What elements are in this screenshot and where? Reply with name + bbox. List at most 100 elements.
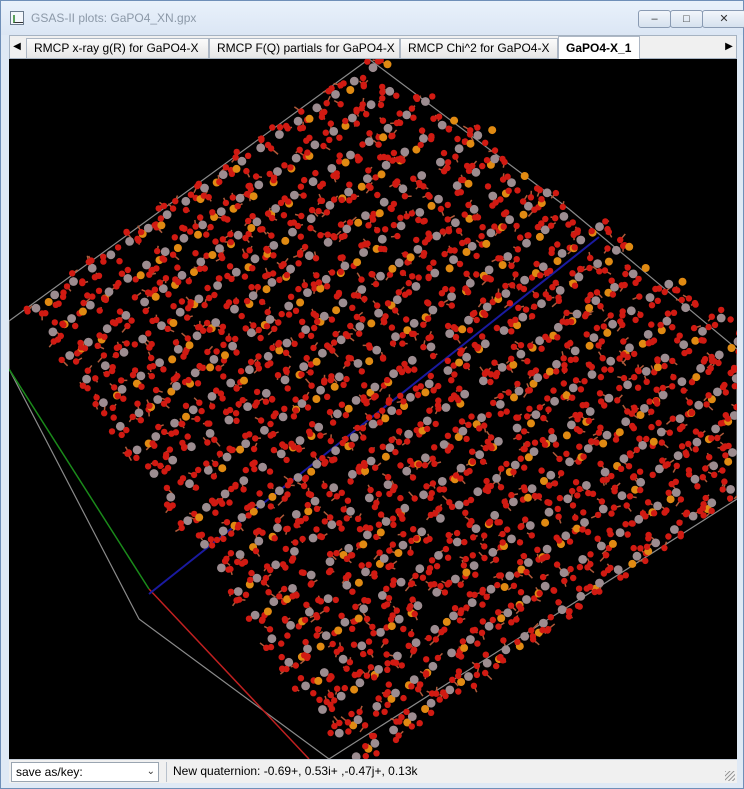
oxygen-atom	[504, 173, 511, 180]
oxygen-atom	[217, 252, 225, 259]
tab-fq-partials[interactable]: RMCP F(Q) partials for GaPO4-X	[209, 38, 400, 58]
oxygen-atom	[513, 414, 520, 421]
oxygen-atom	[354, 153, 361, 160]
oxygen-atom	[307, 581, 314, 588]
phosphorus-atom	[354, 218, 363, 227]
oxygen-atom	[300, 569, 307, 576]
phosphorus-atom	[221, 351, 229, 360]
oxygen-atom	[302, 515, 309, 522]
oxygen-atom	[301, 616, 309, 624]
crystal-structure-render[interactable]	[9, 59, 737, 759]
gallium-atom	[278, 412, 288, 422]
gallium-atom	[209, 355, 219, 364]
close-button[interactable]: ✕	[702, 10, 744, 28]
oxygen-atom	[178, 420, 185, 427]
oxygen-atom	[721, 478, 728, 485]
oxygen-atom	[596, 390, 604, 397]
phosphorus-atom	[249, 192, 258, 201]
oxygen-atom	[502, 502, 510, 509]
gallium-atom	[275, 486, 284, 496]
oxygen-atom	[352, 603, 359, 610]
oxygen-atom	[513, 222, 520, 230]
oxygen-atom	[595, 429, 603, 436]
oxygen-atom	[353, 313, 361, 321]
phosphorus-atom	[381, 414, 390, 423]
tab-xray-gr[interactable]: RMCP x-ray g(R) for GaPO4-X	[26, 38, 209, 58]
resize-grip-icon[interactable]	[725, 771, 735, 781]
phosphorus-atom	[513, 321, 522, 330]
gallium-atom	[237, 513, 247, 522]
oxygen-atom	[264, 247, 271, 254]
oxygen-atom	[326, 408, 334, 416]
oxygen-atom	[484, 183, 492, 190]
tab-scroll-right-icon[interactable]: ▶	[725, 41, 733, 52]
gallium-atom	[286, 620, 295, 630]
gallium-atom	[389, 725, 398, 735]
phosphorus-atom	[403, 326, 412, 335]
oxygen-atom	[348, 710, 355, 718]
oxygen-atom	[379, 89, 386, 96]
phosphorus-atom	[636, 411, 645, 419]
phosphorus-atom	[519, 210, 528, 219]
oxygen-atom	[242, 432, 249, 439]
title-bar[interactable]: GSAS-II plots: GaPO4_XN.gpx – □ ✕	[1, 1, 744, 35]
oxygen-atom	[666, 429, 673, 436]
gallium-atom	[84, 337, 93, 347]
gallium-atom	[331, 90, 340, 99]
oxygen-atom	[597, 398, 605, 405]
oxygen-atom	[279, 561, 287, 568]
oxygen-atom	[528, 532, 535, 539]
oxygen-atom	[388, 205, 395, 213]
oxygen-atom	[427, 135, 435, 143]
oxygen-atom	[131, 294, 139, 301]
structure-3d-view[interactable]	[9, 59, 737, 759]
gallium-atom	[349, 433, 359, 442]
maximize-button[interactable]: □	[670, 10, 703, 28]
tab-scroll-left-icon[interactable]: ◀	[13, 41, 21, 52]
gallium-atom	[125, 237, 134, 246]
oxygen-atom	[627, 452, 634, 459]
oxygen-atom	[385, 681, 392, 688]
oxygen-atom	[510, 582, 518, 589]
oxygen-atom	[653, 400, 661, 407]
phosphorus-atom	[151, 292, 160, 301]
oxygen-atom	[588, 438, 595, 445]
oxygen-atom	[497, 196, 504, 203]
oxygen-atom	[177, 520, 184, 527]
phosphorus-atom	[44, 298, 53, 306]
oxygen-atom	[541, 441, 549, 448]
tab-gapo4-x-1[interactable]: GaPO4-X_1	[558, 36, 640, 59]
oxygen-atom	[311, 324, 318, 332]
gallium-atom	[593, 259, 602, 268]
oxygen-atom	[124, 266, 131, 274]
oxygen-atom	[440, 168, 448, 175]
oxygen-atom	[330, 339, 338, 346]
oxygen-atom	[594, 511, 602, 519]
oxygen-atom	[655, 285, 663, 292]
oxygen-atom	[685, 440, 692, 448]
oxygen-atom	[650, 510, 658, 517]
oxygen-atom	[389, 541, 396, 548]
gallium-atom	[675, 414, 685, 423]
axis-b-line	[9, 368, 150, 590]
gallium-atom	[48, 327, 58, 337]
tab-chi2[interactable]: RMCP Chi^2 for GaPO4-X	[400, 38, 558, 58]
gallium-atom	[293, 473, 303, 482]
oxygen-atom	[635, 275, 642, 283]
gallium-atom	[640, 404, 649, 413]
gallium-atom	[261, 388, 271, 398]
oxygen-atom	[101, 410, 108, 417]
oxygen-atom	[536, 404, 543, 411]
oxygen-atom	[281, 615, 289, 623]
oxygen-atom	[166, 446, 174, 453]
gallium-atom	[82, 374, 91, 384]
gallium-atom	[366, 100, 376, 110]
gallium-atom	[428, 661, 438, 671]
oxygen-atom	[257, 334, 264, 342]
gallium-atom	[542, 544, 552, 554]
oxygen-atom	[654, 357, 661, 364]
gallium-atom	[589, 333, 599, 342]
minimize-button[interactable]: –	[638, 10, 671, 28]
oxygen-atom	[617, 574, 624, 581]
save-as-key-select[interactable]: save as/key: ⌄	[11, 762, 159, 782]
